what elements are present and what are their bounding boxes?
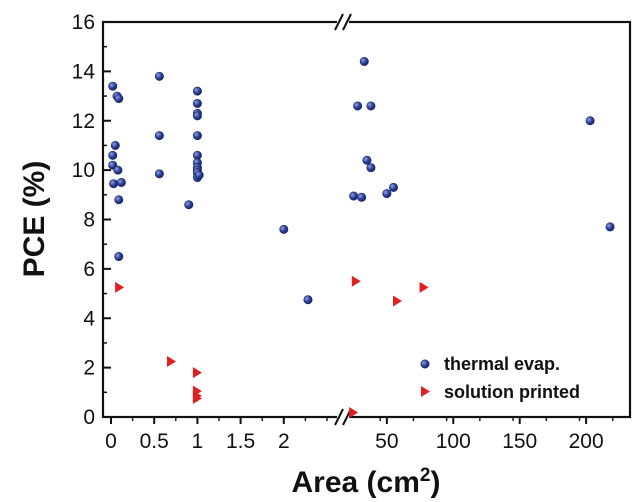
x-tick-label: 200 bbox=[569, 430, 604, 453]
legend: thermal evap. solution printed bbox=[420, 354, 580, 402]
break-gap bbox=[337, 19, 349, 25]
y-tick-label: 16 bbox=[72, 11, 95, 34]
data-point-solution bbox=[351, 275, 361, 287]
data-point-thermal bbox=[362, 155, 372, 165]
data-point-solution bbox=[349, 407, 359, 419]
data-point-thermal bbox=[388, 182, 398, 192]
x-axis-title-sup: 2 bbox=[420, 465, 431, 486]
data-point-thermal bbox=[357, 192, 367, 202]
data-point-solution bbox=[192, 392, 202, 404]
x-tick-label: 1.5 bbox=[226, 430, 255, 453]
x-tick-label: 2 bbox=[278, 430, 290, 453]
x-tick-label: 1 bbox=[192, 430, 204, 453]
break-slash bbox=[342, 13, 352, 31]
data-point-thermal bbox=[605, 222, 615, 232]
x-axis-title-main: Area (cm bbox=[292, 466, 420, 499]
data-point-thermal bbox=[154, 131, 164, 141]
data-point-thermal bbox=[110, 140, 120, 150]
y-tick-label: 2 bbox=[83, 357, 95, 380]
data-point-thermal bbox=[109, 179, 119, 189]
x-axis-title: Area (cm2) bbox=[292, 465, 441, 499]
data-point-solution bbox=[166, 355, 176, 367]
data-point-solution bbox=[115, 281, 125, 293]
data-point-thermal bbox=[114, 252, 124, 262]
data-point-thermal bbox=[279, 224, 289, 234]
data-point-thermal bbox=[192, 86, 202, 96]
break-slash bbox=[334, 408, 344, 426]
data-point-thermal bbox=[353, 101, 363, 111]
data-point-solution bbox=[392, 295, 402, 307]
break-slash bbox=[334, 13, 344, 31]
y-tick-label: 4 bbox=[83, 307, 95, 330]
data-point-thermal bbox=[108, 150, 118, 160]
data-point-thermal bbox=[366, 163, 376, 173]
y-tick-label: 14 bbox=[72, 60, 96, 83]
y-tick-label: 0 bbox=[83, 406, 95, 429]
y-tick-label: 10 bbox=[72, 159, 95, 182]
data-point-thermal bbox=[192, 131, 202, 141]
data-point-thermal bbox=[366, 101, 376, 111]
data-point-thermal bbox=[108, 81, 118, 91]
y-axis-title: PCE (%) bbox=[18, 161, 51, 278]
data-point-solution bbox=[192, 367, 202, 379]
x-axis-title-end: ) bbox=[430, 466, 440, 499]
axis-break bbox=[334, 13, 352, 426]
data-point-thermal bbox=[116, 177, 126, 187]
data-point-thermal bbox=[349, 191, 359, 201]
data-point-thermal bbox=[359, 56, 369, 66]
data-point-thermal bbox=[114, 94, 124, 104]
x-tick-label: 150 bbox=[502, 430, 537, 453]
legend-label-thermal: thermal evap. bbox=[444, 354, 560, 374]
data-point-thermal bbox=[113, 165, 123, 175]
legend-label-solution: solution printed bbox=[444, 382, 580, 402]
data-point-solution bbox=[419, 281, 429, 293]
data-point-thermal bbox=[585, 116, 595, 126]
data-point-thermal bbox=[184, 200, 194, 210]
legend-marker-thermal bbox=[420, 359, 430, 369]
data-point-thermal bbox=[154, 169, 164, 179]
data-point-thermal bbox=[194, 170, 204, 180]
data-point-thermal bbox=[192, 98, 202, 108]
y-tick-label: 12 bbox=[72, 110, 95, 133]
data-point-thermal bbox=[303, 295, 313, 305]
break-gap bbox=[337, 414, 349, 420]
x-tick-label: 50 bbox=[375, 430, 398, 453]
data-point-thermal bbox=[114, 195, 124, 205]
data-point-thermal bbox=[382, 189, 392, 199]
x-tick-label: 0 bbox=[105, 430, 117, 453]
legend-marker-solution bbox=[421, 386, 430, 397]
y-tick-label: 6 bbox=[83, 258, 95, 281]
x-tick-label: 0.5 bbox=[140, 430, 169, 453]
y-tick-label: 8 bbox=[83, 209, 95, 232]
data-point-thermal bbox=[154, 71, 164, 81]
data-point-thermal bbox=[192, 111, 202, 121]
x-tick-label: 100 bbox=[436, 430, 471, 453]
